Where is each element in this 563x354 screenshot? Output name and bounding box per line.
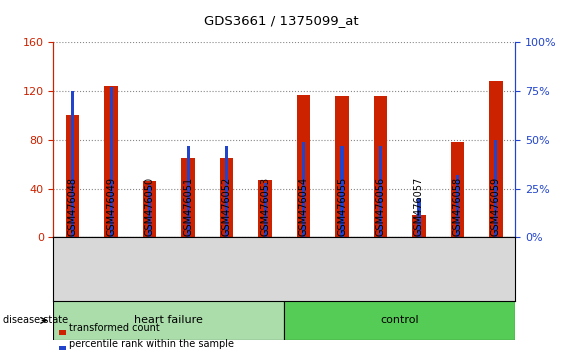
Bar [374, 96, 387, 237]
Bar [341, 145, 343, 237]
Bar [284, 301, 515, 340]
Bar [148, 185, 151, 237]
Bar [59, 331, 66, 335]
Bar [494, 140, 498, 237]
Bar [71, 91, 74, 237]
Text: heart failure: heart failure [135, 315, 203, 325]
Text: transformed count: transformed count [69, 323, 159, 333]
Text: percentile rank within the sample: percentile rank within the sample [69, 339, 234, 349]
Bar [456, 175, 459, 237]
Bar [105, 86, 118, 237]
Bar [59, 347, 66, 350]
Bar [451, 142, 464, 237]
Text: GDS3661 / 1375099_at: GDS3661 / 1375099_at [204, 14, 359, 27]
Bar [302, 142, 305, 237]
Bar [489, 81, 503, 237]
Bar [336, 96, 348, 237]
Bar [412, 215, 426, 237]
Text: disease state: disease state [3, 315, 68, 325]
Bar [186, 145, 190, 237]
Bar [263, 183, 267, 237]
Bar [53, 301, 284, 340]
Bar [181, 158, 195, 237]
Bar [110, 87, 113, 237]
Bar [143, 181, 157, 237]
Bar [220, 158, 233, 237]
Bar [258, 180, 272, 237]
Text: control: control [381, 315, 419, 325]
Bar [66, 115, 79, 237]
Bar [225, 145, 228, 237]
Bar [417, 198, 421, 237]
Bar [379, 145, 382, 237]
Bar [297, 95, 310, 237]
